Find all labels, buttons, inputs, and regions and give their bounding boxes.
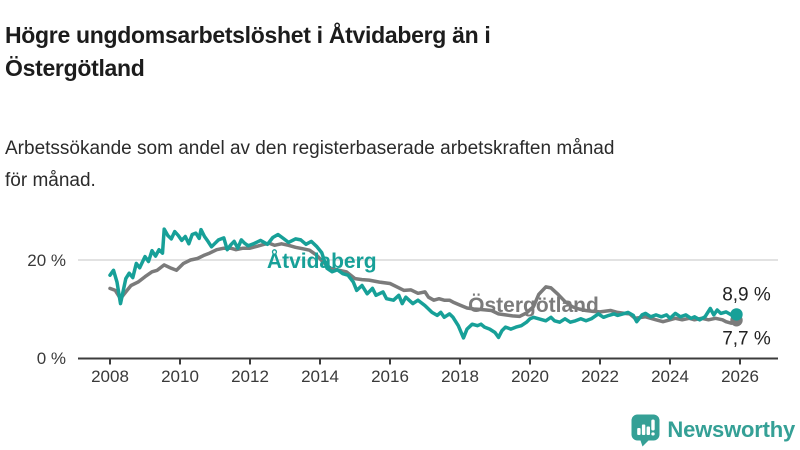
end-value-label-atvidaberg: 8,9 % (722, 284, 771, 305)
x-tick-label: 2010 (161, 367, 199, 386)
page-title-line1: Högre ungdomsarbetslöshet i Åtvidaberg ä… (5, 22, 491, 49)
x-tick-label: 2016 (371, 367, 409, 386)
y-tick-label: 0 % (37, 349, 66, 368)
chart-subtitle-line2: för månad. (5, 170, 96, 192)
page-title: Högre ungdomsarbetslöshet i Åtvidaberg ä… (5, 19, 645, 84)
x-tick-label: 2024 (651, 367, 689, 386)
series-name-label-atvidaberg: Åtvidaberg (267, 249, 377, 273)
x-tick-label: 2020 (511, 367, 549, 386)
newsworthy-brand-link[interactable]: Newsworthy (631, 413, 795, 447)
page-title-line2: Östergötland (5, 55, 145, 82)
brand-name: Newsworthy (667, 417, 795, 442)
series-name-label-ostergotland: Östergötland (468, 294, 599, 317)
end-dot-atvidaberg (730, 308, 743, 321)
x-tick-label: 2008 (91, 367, 129, 386)
x-tick-label: 2026 (721, 367, 759, 386)
x-tick-label: 2018 (441, 367, 479, 386)
newsworthy-logo-icon (631, 414, 660, 446)
chart-subtitle: Arbetssökande som andel av den registerb… (5, 133, 765, 198)
x-tick-label: 2014 (301, 367, 339, 386)
y-tick-label: 20 % (27, 251, 66, 270)
x-tick-label: 2012 (231, 367, 269, 386)
series-line-ostergotland (108, 241, 739, 325)
series-line-atvidaberg (108, 227, 739, 340)
end-value-label-ostergotland: 7,7 % (722, 328, 771, 349)
x-tick-label: 2022 (581, 367, 619, 386)
chart-subtitle-line1: Arbetssökande som andel av den registerb… (5, 138, 615, 159)
